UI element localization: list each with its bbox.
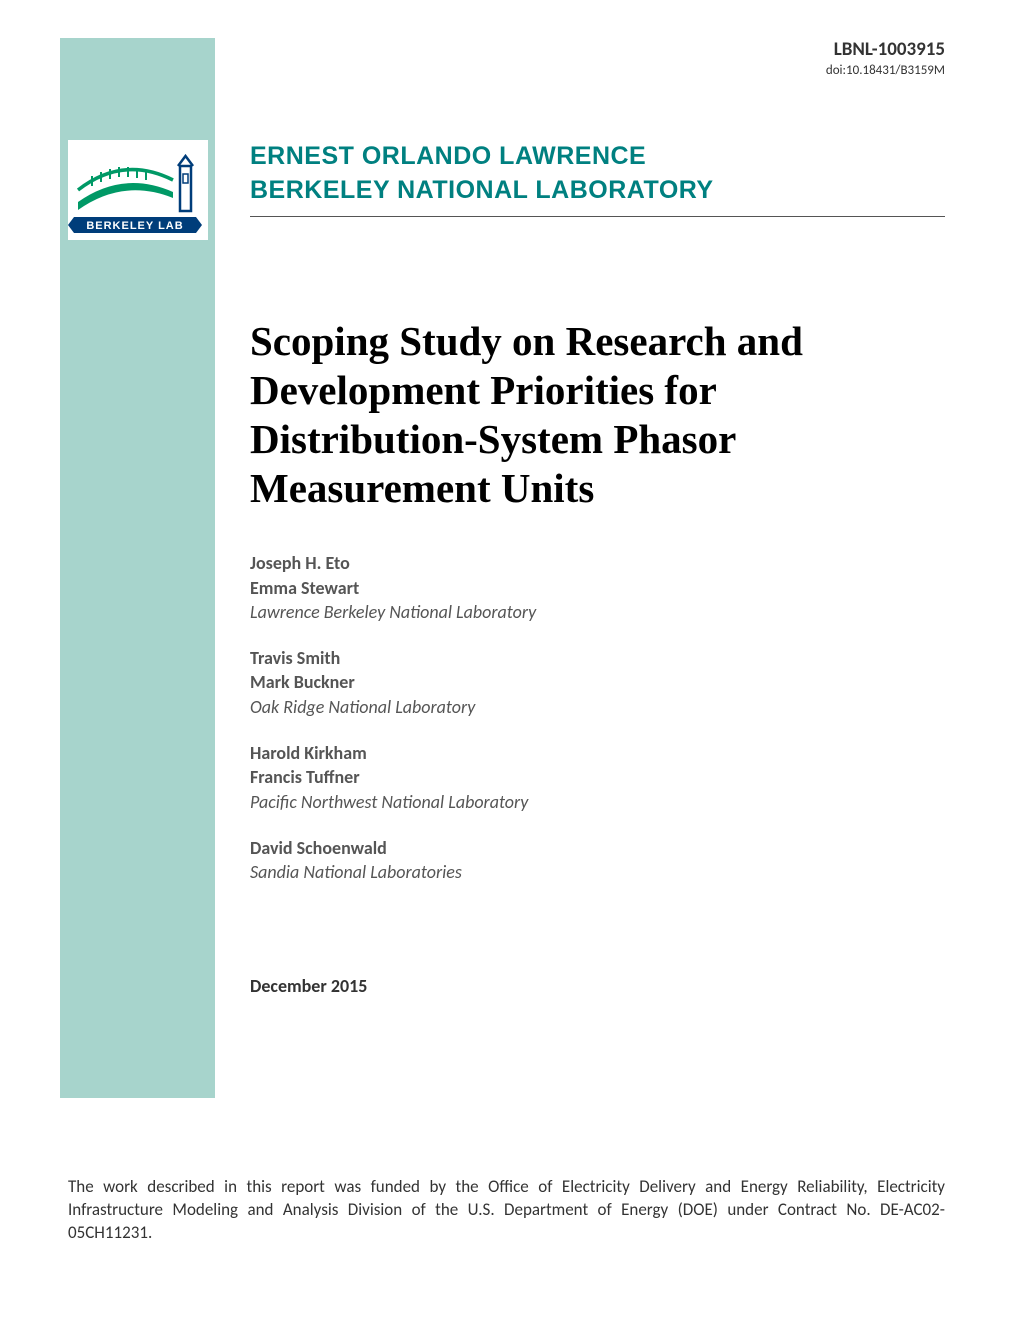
affiliation: Lawrence Berkeley National Laboratory bbox=[250, 600, 945, 624]
affiliation: Sandia National Laboratories bbox=[250, 860, 945, 884]
lab-name-line2: BERKELEY NATIONAL LABORATORY bbox=[250, 174, 945, 208]
author-name: Emma Stewart bbox=[250, 576, 945, 600]
publication-date: December 2015 bbox=[250, 975, 945, 997]
author-group: David Schoenwald Sandia National Laborat… bbox=[250, 836, 945, 885]
author-group: Harold Kirkham Francis Tuffner Pacific N… bbox=[250, 741, 945, 814]
lab-name-line1: ERNEST ORLANDO LAWRENCE bbox=[250, 140, 945, 174]
funding-statement: The work described in this report was fu… bbox=[68, 1176, 945, 1245]
logo-text: BERKELEY LAB bbox=[86, 220, 183, 232]
author-group: Travis Smith Mark Buckner Oak Ridge Nati… bbox=[250, 646, 945, 719]
doi-label: doi:10.18431/B3159M bbox=[826, 63, 945, 78]
author-name: Harold Kirkham bbox=[250, 741, 945, 765]
lbnl-id: LBNL-1003915 bbox=[826, 38, 945, 61]
author-name: Travis Smith bbox=[250, 646, 945, 670]
affiliation: Pacific Northwest National Laboratory bbox=[250, 790, 945, 814]
author-name: Mark Buckner bbox=[250, 670, 945, 694]
berkeley-lab-logo: BERKELEY LAB bbox=[68, 140, 208, 240]
document-title: Scoping Study on Research and Developmen… bbox=[250, 317, 945, 514]
main-content: ERNEST ORLANDO LAWRENCE BERKELEY NATIONA… bbox=[250, 140, 945, 997]
document-id-block: LBNL-1003915 doi:10.18431/B3159M bbox=[826, 38, 945, 78]
divider-line bbox=[250, 216, 945, 217]
author-name: Francis Tuffner bbox=[250, 765, 945, 789]
author-group: Joseph H. Eto Emma Stewart Lawrence Berk… bbox=[250, 551, 945, 624]
authors-section: Joseph H. Eto Emma Stewart Lawrence Berk… bbox=[250, 551, 945, 884]
lab-logo-icon: BERKELEY LAB bbox=[68, 140, 206, 238]
page-container: LBNL-1003915 doi:10.18431/B3159M BERKELE… bbox=[0, 0, 1020, 1320]
author-name: David Schoenwald bbox=[250, 836, 945, 860]
author-name: Joseph H. Eto bbox=[250, 551, 945, 575]
affiliation: Oak Ridge National Laboratory bbox=[250, 695, 945, 719]
lab-name-heading: ERNEST ORLANDO LAWRENCE BERKELEY NATIONA… bbox=[250, 140, 945, 208]
